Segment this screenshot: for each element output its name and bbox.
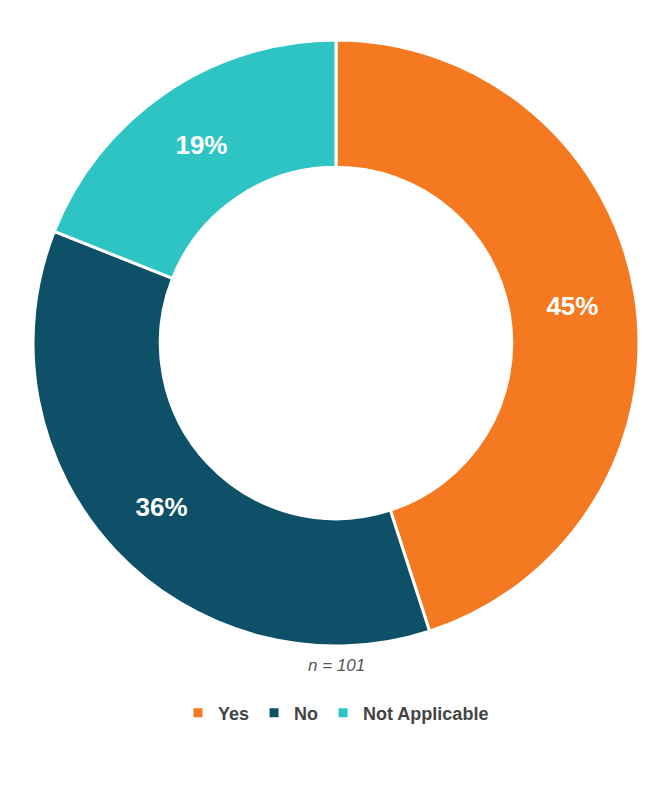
svg-text:n = 101: n = 101	[308, 656, 365, 675]
svg-text:No: No	[294, 704, 318, 724]
svg-text:45%: 45%	[546, 291, 598, 321]
svg-text:Yes: Yes	[218, 704, 249, 724]
svg-text:36%: 36%	[135, 492, 187, 522]
svg-text:Not Applicable: Not Applicable	[363, 704, 488, 724]
svg-text:19%: 19%	[175, 130, 227, 160]
